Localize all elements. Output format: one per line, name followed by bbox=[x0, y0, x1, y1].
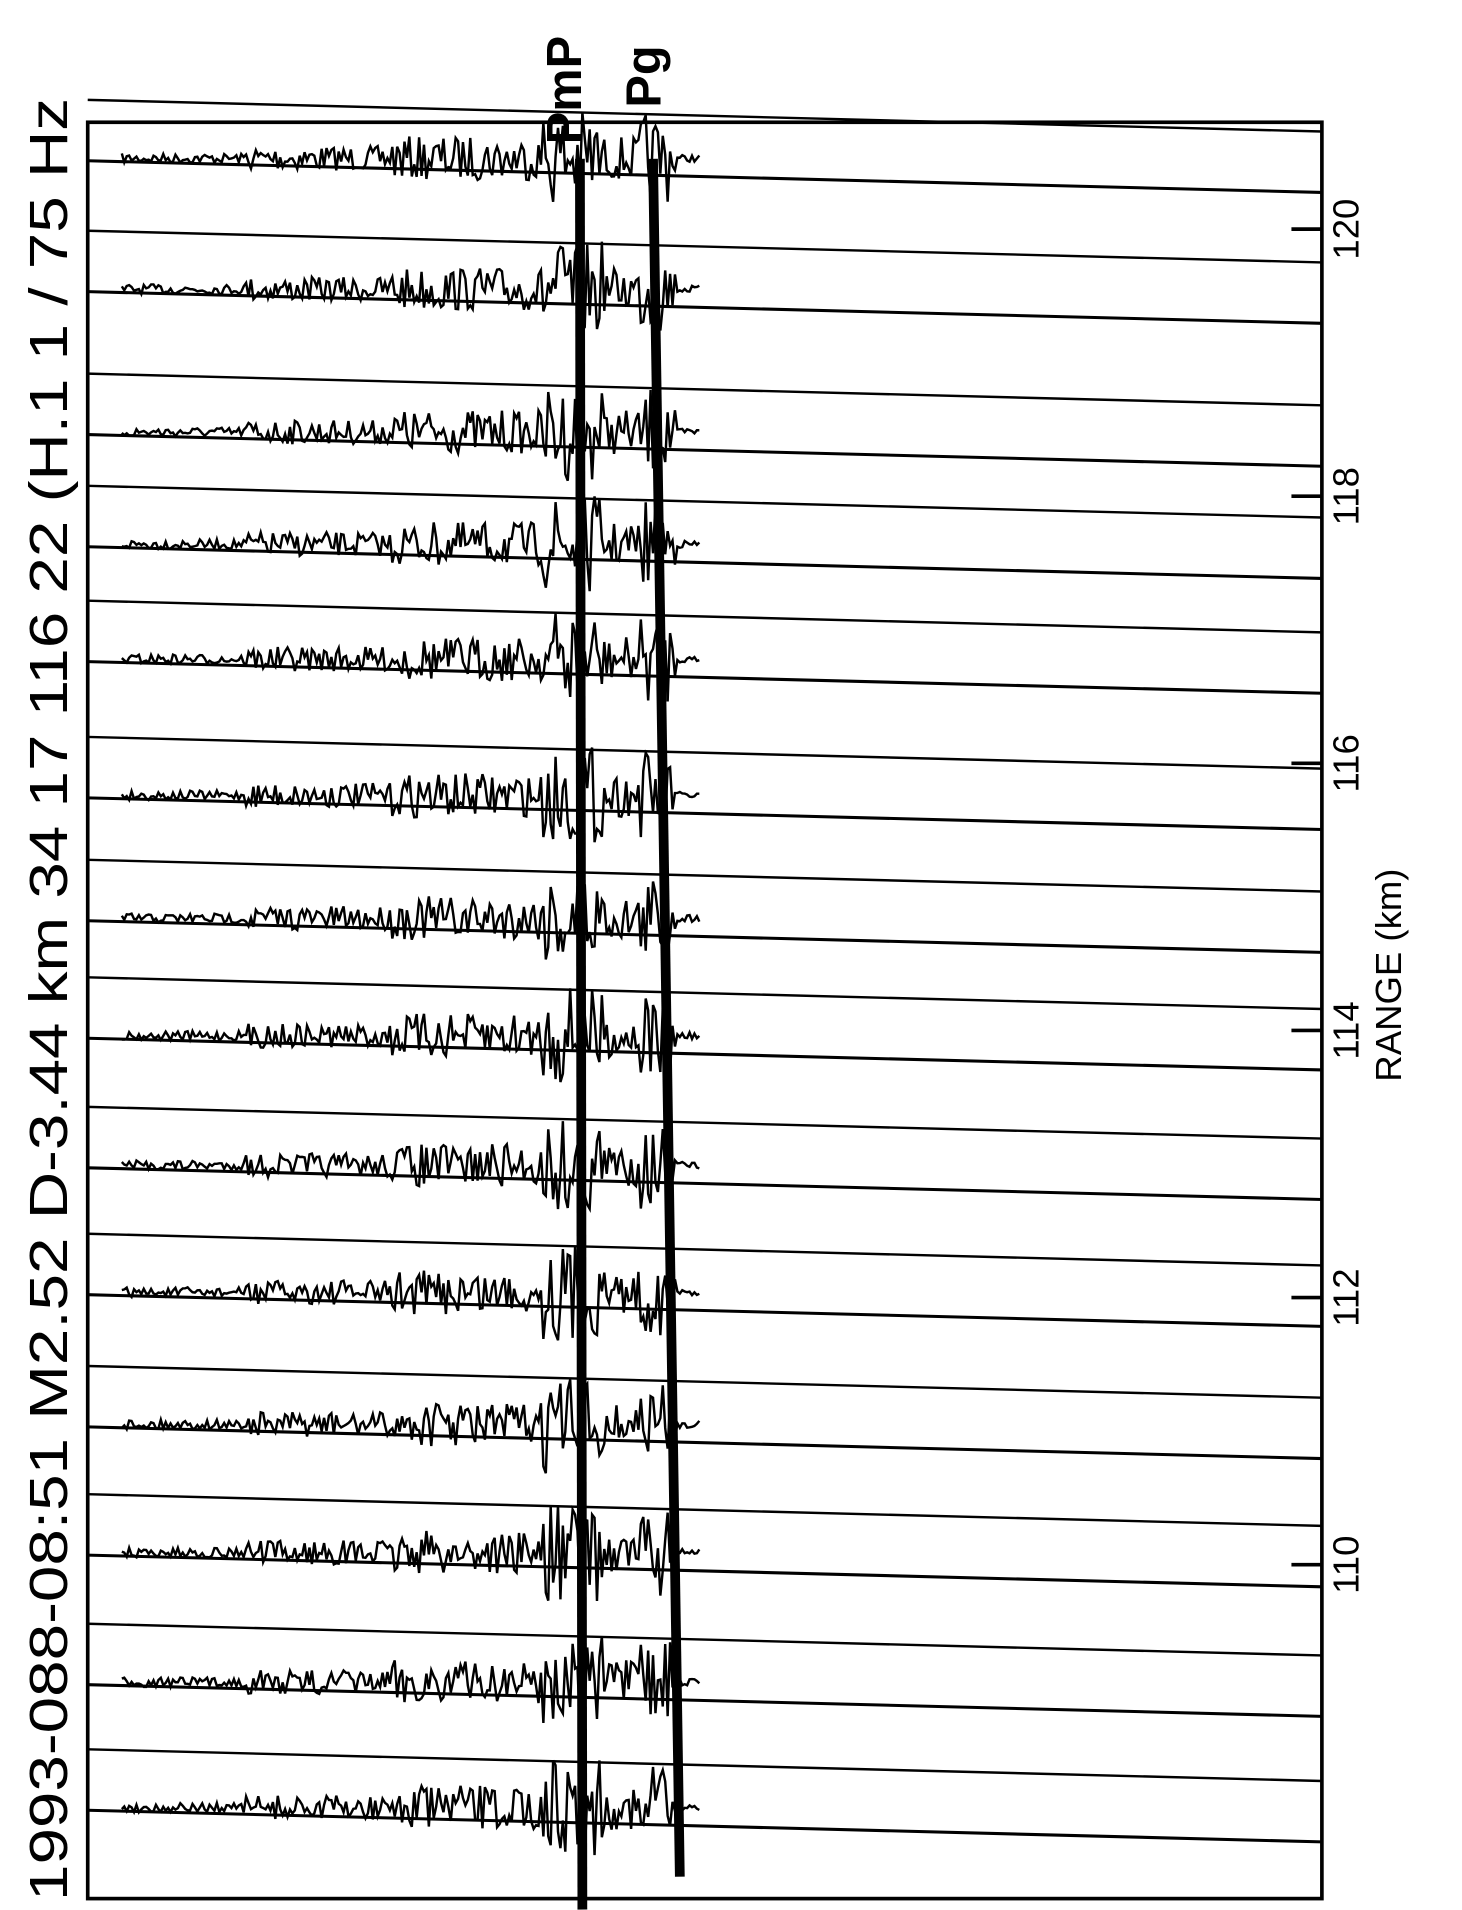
separator bbox=[87, 229, 1322, 264]
y-tick-label: 110 bbox=[1325, 1536, 1366, 1594]
chart-title: 1993-088-08:51 M2.52 D-3.44 km 34 17 116… bbox=[19, 98, 79, 1901]
separator bbox=[87, 1748, 1322, 1783]
trace bbox=[120, 1379, 701, 1474]
y-axis-label: RANGE (km) bbox=[1368, 869, 1409, 1082]
y-tick-label: 120 bbox=[1325, 199, 1366, 260]
y-tick-label: 114 bbox=[1325, 1001, 1366, 1059]
trace bbox=[121, 613, 700, 702]
phase-label: Pg bbox=[617, 45, 671, 107]
trace-baseline bbox=[87, 1808, 1322, 1844]
trace bbox=[121, 1505, 701, 1602]
trace bbox=[121, 1246, 700, 1341]
trace-baseline bbox=[87, 1683, 1322, 1718]
separator bbox=[87, 1232, 1322, 1267]
trace bbox=[120, 1759, 700, 1856]
trace bbox=[120, 240, 700, 331]
trace-baseline bbox=[87, 1425, 1322, 1461]
frame bbox=[85, 120, 1324, 1901]
trace bbox=[120, 1121, 700, 1214]
trace bbox=[120, 881, 701, 960]
trace-baseline bbox=[87, 545, 1322, 580]
separator bbox=[87, 599, 1322, 634]
trace bbox=[121, 1636, 701, 1731]
trace bbox=[120, 112, 701, 202]
trace-baseline bbox=[87, 159, 1322, 194]
y-tick-label: 118 bbox=[1325, 467, 1366, 525]
separator bbox=[87, 858, 1322, 893]
trace-baseline bbox=[87, 1293, 1322, 1328]
separator bbox=[87, 976, 1322, 1011]
separator bbox=[87, 1492, 1322, 1528]
y-tick-label: 116 bbox=[1325, 734, 1366, 792]
trace-baseline bbox=[87, 919, 1322, 954]
trace bbox=[120, 390, 700, 482]
y-tick-label: 112 bbox=[1325, 1268, 1366, 1326]
separator bbox=[87, 1622, 1322, 1657]
separator bbox=[87, 1364, 1322, 1399]
trace bbox=[121, 988, 701, 1083]
separator bbox=[87, 98, 1322, 133]
phase-line bbox=[575, 158, 588, 1910]
trace bbox=[120, 747, 700, 843]
trace-baseline bbox=[87, 1553, 1322, 1589]
trace bbox=[121, 494, 701, 592]
separator bbox=[87, 372, 1322, 407]
separator bbox=[87, 1105, 1322, 1140]
separator bbox=[87, 484, 1322, 519]
separator bbox=[87, 735, 1322, 770]
